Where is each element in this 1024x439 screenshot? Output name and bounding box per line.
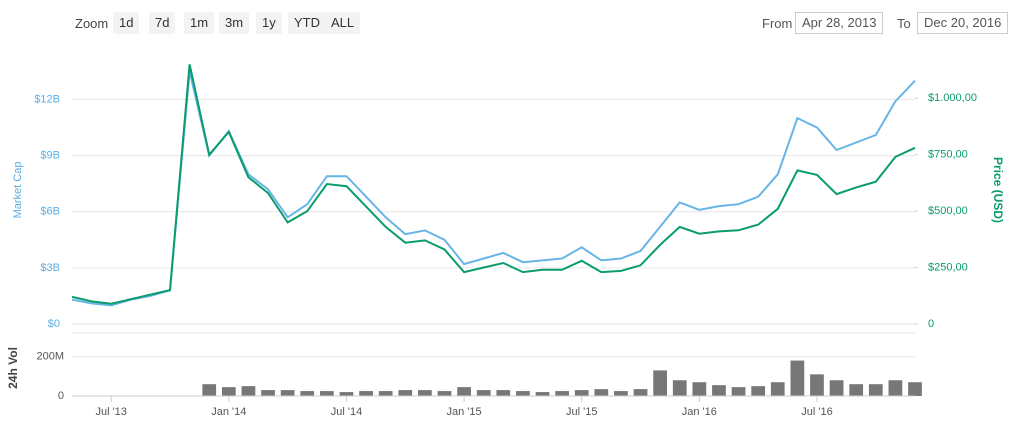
volume-bar	[261, 390, 275, 396]
y-axis-label: Market Cap	[12, 162, 24, 219]
volume-bar	[535, 392, 550, 396]
y-axis-label: 24h Vol	[6, 347, 20, 389]
zoom-button[interactable]: ALL	[325, 12, 361, 34]
volume-bar	[516, 391, 530, 396]
volume-bar	[221, 387, 236, 396]
volume-bar	[555, 391, 569, 396]
y2-tick-label: $750,00	[928, 149, 968, 161]
volume-bar	[731, 387, 746, 396]
volume-bar	[653, 370, 668, 396]
volume-bar	[594, 389, 609, 396]
x-tick-label: Jul '15	[566, 406, 597, 418]
volume-bar	[398, 390, 413, 396]
y2-axis-label: Price (USD)	[991, 157, 1005, 223]
volume-bar	[496, 390, 511, 396]
volume-bar	[829, 380, 844, 396]
volume-bar	[692, 382, 707, 396]
volume-bar	[202, 384, 217, 396]
y-tick-label: $3B	[40, 262, 60, 274]
zoom-button[interactable]: 3m	[219, 12, 250, 34]
zoom-button[interactable]: 1d	[113, 12, 140, 34]
y-tick-label: $12B	[34, 93, 60, 105]
volume-bar	[790, 360, 805, 396]
volume-bar	[868, 384, 883, 396]
volume-bar	[888, 380, 903, 396]
line-series	[71, 64, 916, 305]
y2-tick-label: $250,00	[928, 261, 968, 273]
volume-bar	[849, 384, 864, 396]
y-tick-label: $9B	[40, 149, 60, 161]
from-label: From	[762, 16, 793, 31]
from-date[interactable]: Apr 28, 2013	[795, 12, 884, 34]
zoom-button[interactable]: 1m	[184, 12, 215, 34]
x-tick-label: Jul '13	[95, 406, 126, 418]
y-tick-label: 200M	[36, 351, 64, 363]
volume-bar	[319, 391, 334, 396]
volume-bar	[300, 391, 315, 396]
y2-tick-label: 0	[928, 318, 934, 330]
zoom-button[interactable]: YTD	[288, 12, 326, 34]
volume-bar	[672, 380, 687, 396]
volume-bar	[712, 385, 726, 396]
volume-bar	[457, 387, 471, 396]
y-tick-label: 0	[58, 390, 64, 402]
volume-bar	[908, 382, 922, 396]
to-date[interactable]: Dec 20, 2016	[917, 12, 1009, 34]
x-tick-label: Jul '16	[801, 406, 832, 418]
volume-bar	[810, 374, 824, 396]
range-selector: Zoom From Apr 28, 2013 To Dec 20, 2016 1…	[0, 0, 1024, 48]
zoom-button[interactable]: 7d	[149, 12, 176, 34]
volume-bar	[241, 386, 256, 396]
volume-bar	[378, 391, 393, 396]
volume-bar	[339, 392, 354, 396]
x-tick-label: Jan '14	[211, 406, 246, 418]
volume-bar	[418, 390, 432, 396]
volume-bar	[614, 391, 628, 396]
y2-tick-label: $500,00	[928, 205, 968, 217]
volume-bar	[751, 386, 766, 396]
y2-tick-label: $1.000,00	[928, 92, 977, 104]
volume-bar	[574, 390, 589, 396]
volume-bar	[359, 391, 373, 396]
volume-bar	[437, 391, 452, 396]
volume-bar	[280, 390, 295, 396]
volume-bar	[476, 390, 491, 396]
zoom-button[interactable]: 1y	[256, 12, 282, 34]
zoom-label: Zoom	[75, 16, 109, 31]
x-tick-label: Jan '16	[682, 406, 717, 418]
x-tick-label: Jul '14	[331, 406, 362, 418]
volume-bar	[770, 382, 785, 396]
y-tick-label: $0	[48, 318, 60, 330]
to-label: To	[897, 16, 911, 31]
y-tick-label: $6B	[40, 206, 60, 218]
volume-bar	[633, 389, 648, 396]
x-tick-label: Jan '15	[447, 406, 482, 418]
